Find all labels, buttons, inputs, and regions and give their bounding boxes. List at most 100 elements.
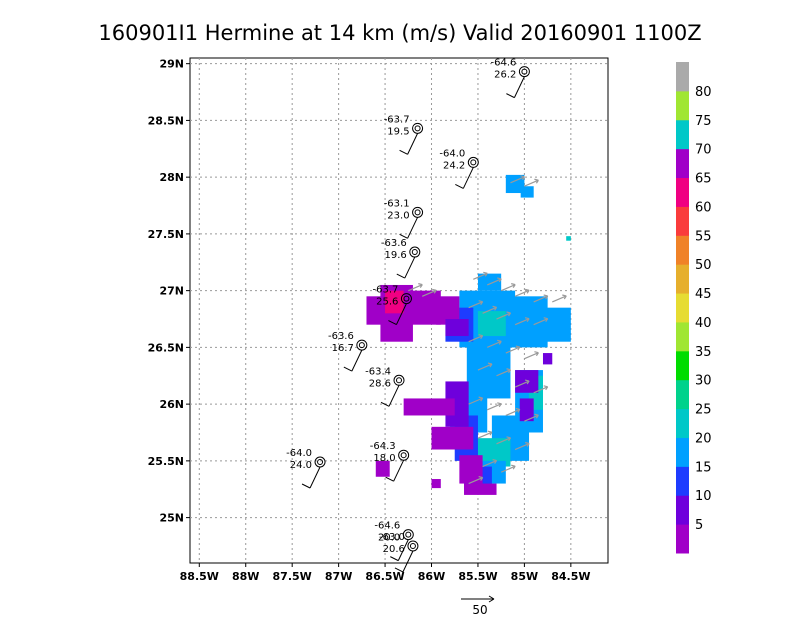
observation-temp: -64.6 xyxy=(491,58,517,69)
observation-marker: -64.024.2 xyxy=(439,148,479,189)
wind-cell xyxy=(566,236,571,241)
wind-cell xyxy=(385,290,404,314)
colorbar-swatch xyxy=(676,235,689,265)
wind-vector xyxy=(482,458,498,468)
wind-barb-flag xyxy=(385,476,394,482)
colorbar-swatch xyxy=(676,119,689,150)
observation-marker: -64.620.0 xyxy=(374,521,414,562)
x-tick-label: 88W xyxy=(232,570,259,583)
wind-vector xyxy=(514,441,530,451)
colorbar-swatch xyxy=(676,148,689,179)
wind-barb xyxy=(513,76,525,98)
y-tick-label: 26N xyxy=(159,398,184,411)
wind-vector xyxy=(533,294,549,303)
wind-barb xyxy=(407,133,419,155)
observation-temp: -64.0 xyxy=(439,148,465,159)
observation-speed: 26.2 xyxy=(494,70,516,81)
colorbar-label: 50 xyxy=(695,258,712,273)
colorbar-label: 65 xyxy=(695,172,712,187)
observation-temp: -63.7 xyxy=(373,285,399,296)
wind-vector xyxy=(514,379,530,388)
wind-vector xyxy=(482,305,498,314)
observation-speed: 23.0 xyxy=(387,210,409,221)
wind-cell xyxy=(520,186,534,198)
observation-temp: -64.3 xyxy=(370,441,396,452)
wind-vector xyxy=(500,283,516,292)
y-tick-label: 25N xyxy=(159,512,184,525)
wind-barb-flag xyxy=(343,366,353,372)
wind-barb xyxy=(402,550,414,573)
colorbar-swatch xyxy=(676,408,689,438)
wind-vector xyxy=(473,271,488,280)
wind-vector xyxy=(477,362,493,371)
y-tick-label: 27.5N xyxy=(148,228,184,241)
wind-barb-flag xyxy=(394,567,404,573)
observation-marker: -64.024.0 xyxy=(286,448,326,489)
colorbar-swatch xyxy=(676,437,689,467)
wind-vector xyxy=(496,368,512,377)
wind-cell xyxy=(477,311,506,337)
colorbar-swatch xyxy=(676,293,689,323)
wind-vector xyxy=(487,277,502,286)
wind-vector xyxy=(408,283,423,292)
wind-cell xyxy=(519,398,534,422)
wind-cell xyxy=(515,370,539,393)
wind-vector xyxy=(487,402,502,411)
wind-vector xyxy=(524,178,539,187)
x-tick-label: 88.5W xyxy=(180,570,219,583)
wind-cell xyxy=(542,353,553,365)
wind-vector xyxy=(500,464,516,473)
colorbar-swatch xyxy=(676,495,689,525)
wind-cell xyxy=(464,483,497,495)
wind-vector xyxy=(510,175,525,184)
y-tick-label: 27N xyxy=(159,285,184,298)
observation-temp: -63.4 xyxy=(365,366,391,377)
observation-marker: -63.719.5 xyxy=(384,114,424,155)
colorbar-label: 55 xyxy=(695,229,712,244)
x-tick-label: 85.5W xyxy=(458,570,497,583)
observation-speed: 19.6 xyxy=(385,250,407,261)
wind-cell xyxy=(436,296,460,325)
colorbar-label: 20 xyxy=(695,431,712,446)
colorbar-swatch xyxy=(676,321,689,352)
wind-barb-flag xyxy=(380,401,390,407)
x-tick-label: 85W xyxy=(511,570,538,583)
wind-barb xyxy=(309,466,321,489)
reference-vector-label: 50 xyxy=(472,603,487,617)
wind-barb xyxy=(462,167,474,189)
wind-barb xyxy=(351,349,363,372)
observation-marker: -64.318.0 xyxy=(370,441,410,482)
observation-temp: -63.6 xyxy=(328,331,354,342)
wind-barb xyxy=(397,539,409,561)
observation-temp: -63.1 xyxy=(384,198,410,209)
observation-marker: -63.428.6 xyxy=(365,366,405,407)
wind-vector xyxy=(505,407,521,417)
colorbar-label: 35 xyxy=(695,345,712,360)
wind-vector xyxy=(487,339,502,348)
colorbar: 5 10 15 20 25 30 35 40 45 50 55 60 65 70 75 80 xyxy=(676,62,712,554)
wind-barb-flag xyxy=(506,93,515,99)
wind-vector xyxy=(524,351,539,360)
colorbar-swatch xyxy=(676,264,689,294)
colorbar-swatch xyxy=(676,62,689,92)
observation-speed: 28.6 xyxy=(369,378,391,389)
colorbar-label: 10 xyxy=(695,489,712,504)
y-tick-label: 28.5N xyxy=(148,114,184,127)
wind-barb xyxy=(404,256,416,279)
observation-speed: 18.0 xyxy=(373,453,395,464)
wind-vector xyxy=(468,300,484,309)
wind-cell xyxy=(477,273,502,291)
observation-marker: -63.123.0 xyxy=(384,198,424,239)
wind-cell xyxy=(459,455,483,484)
observation-speed: 20.6 xyxy=(383,544,405,555)
wind-cell xyxy=(375,460,390,477)
wind-vector xyxy=(477,430,493,439)
observation-temp: -63.6 xyxy=(381,238,407,249)
wind-barb-flag xyxy=(301,483,311,489)
wind-barb xyxy=(407,217,419,239)
wind-cell xyxy=(538,307,571,342)
wind-vector xyxy=(533,317,549,326)
observation-marker: -64.626.2 xyxy=(491,58,530,99)
x-tick-label: 87W xyxy=(325,570,352,583)
wind-vector xyxy=(514,288,530,297)
